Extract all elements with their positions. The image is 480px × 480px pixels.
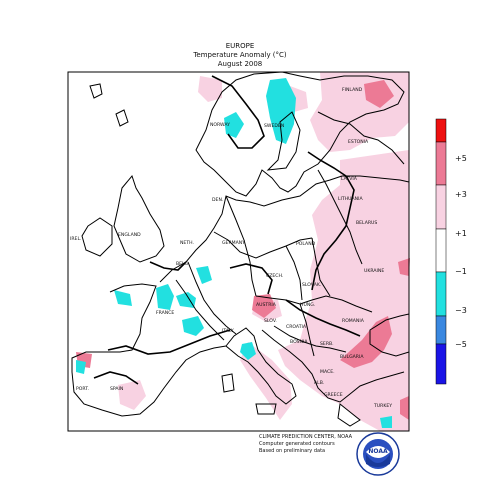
anomaly-cool-m1tom3 — [76, 78, 392, 428]
legend: +5 +3 +1 −1 −3 −5 — [435, 118, 467, 385]
label-romania: ROMANIA — [342, 318, 365, 324]
label-port: PORT. — [76, 386, 89, 392]
legend-swatch-m3tom5 — [435, 315, 447, 345]
anomaly-warm-3to5 — [76, 80, 410, 420]
label-bulgaria: BULGARIA — [340, 354, 364, 360]
label-alb: ALB. — [314, 380, 324, 386]
credit-line-2: Computer generated contours — [259, 441, 335, 447]
label-greece: GREECE — [324, 392, 343, 398]
label-neth: NETH. — [180, 240, 194, 246]
legend-label-plus5: +5 — [455, 154, 467, 163]
legend-label-minus3: −3 — [455, 306, 467, 315]
legend-label-plus1: +1 — [455, 229, 467, 238]
label-hung: HUNG. — [300, 302, 315, 308]
label-serb: SERB. — [320, 341, 334, 347]
credit-line-3: Based on preliminary data — [259, 448, 326, 454]
map-region-title: EUROPE — [225, 42, 255, 50]
legend-label-minus5: −5 — [455, 340, 467, 349]
anomaly-contours — [93, 75, 361, 385]
legend-swatch-ltm5 — [435, 343, 447, 385]
label-norway: NORWAY — [210, 122, 230, 128]
anomaly-warm-1to3 — [118, 72, 409, 431]
legend-swatch-gt5 — [435, 118, 447, 143]
legend-swatch-1to3 — [435, 184, 447, 230]
noaa-logo: NOAA — [356, 432, 400, 476]
label-mace: MACE. — [320, 369, 335, 375]
legend-label-minus1: −1 — [455, 267, 467, 276]
map-title: Temperature Anomaly (°C) — [193, 51, 287, 59]
label-austria: AUSTRIA — [256, 302, 277, 308]
label-england: ENGLAND — [118, 232, 141, 238]
label-croatia: CROATIA — [286, 324, 307, 330]
map-period: August 2008 — [217, 60, 263, 68]
legend-label-plus3: +3 — [455, 190, 467, 199]
label-france: FRANCE — [156, 310, 174, 316]
label-latvia: LATVIA — [341, 176, 358, 182]
label-ukraine: UKRAINE — [364, 268, 384, 274]
label-irel: IREL. — [70, 236, 81, 242]
label-sweden: SWEDEN — [264, 123, 284, 129]
label-belg: BELG. — [176, 261, 190, 267]
credit-line-1: CLIMATE PREDICTION CENTER, NOAA — [259, 434, 352, 440]
noaa-logo-text: NOAA — [368, 448, 388, 455]
label-turkey: TURKEY — [373, 403, 392, 409]
label-bosnia: BOSNIA — [290, 339, 308, 345]
label-spain: SPAIN — [110, 386, 123, 392]
label-den: DEN. — [212, 197, 223, 203]
label-italy: ITALY — [222, 328, 234, 334]
label-czech: CZECH. — [266, 273, 283, 279]
label-poland: POLAND — [296, 241, 316, 247]
legend-swatch-neutral — [435, 228, 447, 273]
label-lithuania: LITHUANIA — [338, 196, 363, 202]
legend-swatch-3to5 — [435, 141, 447, 186]
legend-swatch-m1tom3 — [435, 271, 447, 317]
label-germany: GERMANY — [222, 240, 245, 246]
label-estonia: ESTONIA — [348, 139, 369, 145]
map-frame — [67, 71, 410, 432]
coastlines — [71, 71, 410, 427]
label-slovak: SLOVAK. — [302, 282, 321, 288]
label-slov: SLOV. — [264, 318, 277, 324]
label-belarus: BELARUS — [356, 220, 377, 226]
label-finland: FINLAND — [342, 87, 363, 93]
